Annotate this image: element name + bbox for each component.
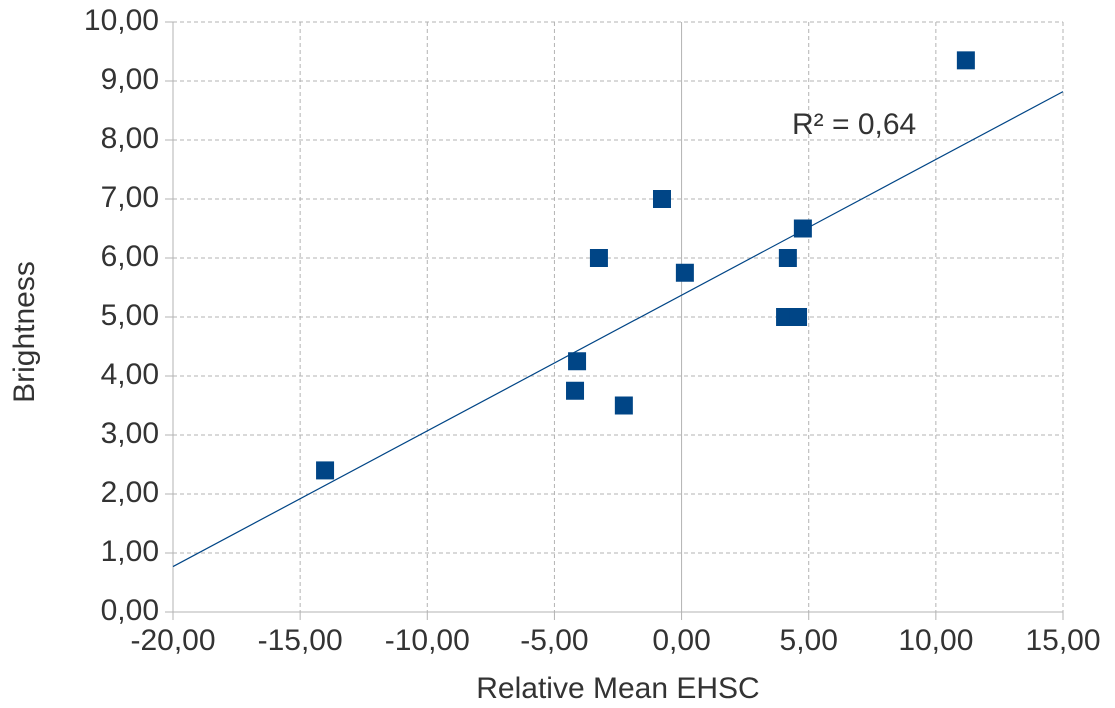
- point: [793, 219, 812, 238]
- point: [589, 249, 608, 267]
- y-tick-label: 4,00: [101, 358, 159, 391]
- y-tick-label: 8,00: [101, 122, 159, 155]
- y-tick-label: 2,00: [101, 476, 159, 509]
- y-tick-label: 7,00: [101, 181, 159, 214]
- x-tick-label: -10,00: [385, 624, 470, 657]
- y-tick-label: 10,00: [84, 4, 159, 37]
- x-tick-label: 10,00: [898, 624, 973, 657]
- point: [568, 352, 587, 371]
- point: [675, 263, 694, 282]
- y-tick-label: 6,00: [101, 240, 159, 273]
- y-tick-label: 5,00: [101, 299, 159, 332]
- x-tick-label: 5,00: [780, 624, 838, 657]
- x-tick-label: 0,00: [652, 624, 710, 657]
- point: [652, 190, 671, 208]
- point: [956, 51, 975, 70]
- point: [614, 396, 633, 415]
- point: [778, 249, 797, 267]
- point: [566, 381, 585, 400]
- x-axis-label: Relative Mean EHSC: [476, 672, 759, 705]
- point: [789, 308, 808, 326]
- y-axis-label: Brightness: [8, 261, 41, 403]
- y-tick-label: 9,00: [101, 63, 159, 96]
- x-tick-label: -20,00: [130, 624, 215, 657]
- point: [316, 461, 335, 480]
- annotation: R² = 0,64: [792, 108, 916, 141]
- y-tick-label: 3,00: [101, 417, 159, 450]
- x-tick-label: 15,00: [1025, 624, 1100, 657]
- x-tick-label: -5,00: [520, 624, 588, 657]
- x-tick-label: -15,00: [258, 624, 343, 657]
- trendline: [172, 91, 1064, 568]
- y-tick-label: 0,00: [101, 594, 159, 627]
- y-tick-label: 1,00: [101, 535, 159, 568]
